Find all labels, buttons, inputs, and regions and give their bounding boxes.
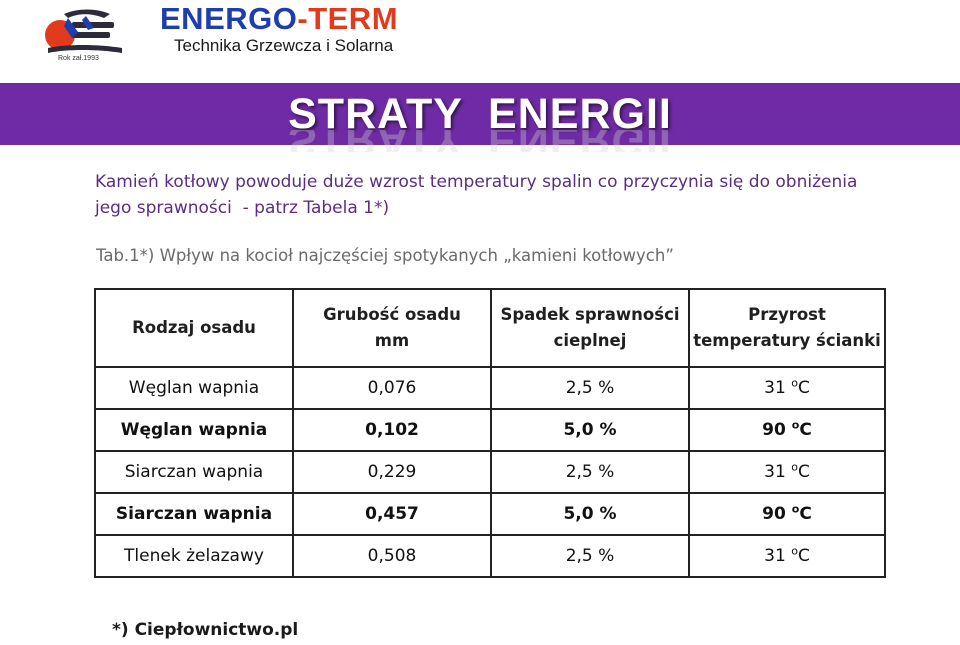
header-deposit-type-text: Rodzaj osadu	[132, 318, 256, 337]
table-row: Siarczan wapnia 0,229 2,5 % 31 oC	[94, 450, 886, 494]
temp-value: 31	[764, 378, 786, 398]
degree-sup: o	[791, 502, 800, 516]
degree-sup: o	[791, 460, 798, 474]
temp-value: 31	[764, 462, 786, 482]
degree-sup: o	[791, 418, 800, 432]
page-title-reflection: STRATY ENERGII	[0, 130, 960, 152]
cell-thickness: 0,229	[292, 450, 492, 494]
temp-unit: C	[797, 378, 810, 398]
cell-efficiency-drop: 2,5 %	[490, 450, 690, 494]
cell-deposit-type: Węglan wapnia	[94, 366, 294, 410]
scale-losses-table: Rodzaj osadu Grubość osadu mm Spadek spra…	[94, 288, 886, 578]
cell-temp-rise: 31 oC	[688, 450, 886, 494]
table-caption: Tab.1*) Wpływ na kocioł najczęściej spot…	[96, 246, 674, 265]
header-thickness-line1: Grubość osadu	[323, 305, 461, 324]
cell-thickness: 0,102	[292, 408, 492, 452]
brand-name-part2: TERM	[308, 1, 399, 36]
table-row: Węglan wapnia 0,102 5,0 % 90 oC	[94, 408, 886, 452]
footnote-source: *) Ciepłownictwo.pl	[112, 620, 299, 640]
table-row: Siarczan wapnia 0,457 5,0 % 90 oC	[94, 492, 886, 536]
temp-value: 90	[762, 504, 786, 524]
cell-temp-rise: 90 oC	[688, 492, 886, 536]
cell-deposit-type: Węglan wapnia	[94, 408, 294, 452]
table-row: Węglan wapnia 0,076 2,5 % 31 oC	[94, 366, 886, 410]
temp-unit: C	[799, 504, 812, 524]
temp-unit: C	[797, 462, 810, 482]
intro-line-1: Kamień kotłowy powoduje duże wzrost temp…	[95, 172, 858, 192]
cell-efficiency-drop: 5,0 %	[490, 408, 690, 452]
brand-tagline: Technika Grzewcza i Solarna	[174, 36, 394, 55]
header-deposit-type: Rodzaj osadu	[94, 288, 294, 368]
cell-thickness: 0,076	[292, 366, 492, 410]
cell-thickness: 0,508	[292, 534, 492, 578]
cell-deposit-type: Siarczan wapnia	[94, 450, 294, 494]
title-banner	[0, 83, 960, 145]
cell-efficiency-drop: 5,0 %	[490, 492, 690, 536]
intro-line-2: jego sprawności - patrz Tabela 1*)	[95, 198, 390, 218]
cell-deposit-type: Siarczan wapnia	[94, 492, 294, 536]
brand-name-part1: ENERGO	[160, 1, 298, 36]
degree-sup: o	[791, 376, 798, 390]
header-wall-temp-rise: Przyrost temperatury ścianki	[688, 288, 886, 368]
page-title: STRATY ENERGII	[288, 90, 672, 138]
header-efficiency-drop-line1: Spadek sprawności	[500, 305, 680, 324]
brand-name: ENERGO-TERM	[160, 2, 398, 36]
cell-deposit-type: Tlenek żelazawy	[94, 534, 294, 578]
logo-year-text: Rok zał.1993	[58, 55, 99, 62]
temp-unit: C	[799, 420, 812, 440]
header-wall-temp-rise-line2: temperatury ścianki	[693, 331, 881, 350]
cell-thickness: 0,457	[292, 492, 492, 536]
temp-value: 90	[762, 420, 786, 440]
temp-unit: C	[797, 546, 810, 566]
header-wall-temp-rise-line1: Przyrost	[748, 305, 826, 324]
cell-temp-rise: 90 oC	[688, 408, 886, 452]
cell-temp-rise: 31 oC	[688, 366, 886, 410]
brand-block: ENERGO-TERM Technika Grzewcza i Solarna	[160, 2, 398, 56]
intro-paragraph: Kamień kotłowy powoduje duże wzrost temp…	[95, 169, 915, 221]
table-header-row: Rodzaj osadu Grubość osadu mm Spadek spra…	[94, 288, 886, 368]
header-thickness-line2: mm	[374, 331, 410, 350]
table-row: Tlenek żelazawy 0,508 2,5 % 31 oC	[94, 534, 886, 578]
header-thickness: Grubość osadu mm	[292, 288, 492, 368]
header-efficiency-drop-line2: cieplnej	[553, 331, 627, 350]
brand-name-dash: -	[297, 1, 309, 36]
cell-efficiency-drop: 2,5 %	[490, 534, 690, 578]
temp-value: 31	[764, 546, 786, 566]
energo-term-logo-icon	[45, 9, 122, 53]
cell-temp-rise: 31 oC	[688, 534, 886, 578]
header-efficiency-drop: Spadek sprawności cieplnej	[490, 288, 690, 368]
degree-sup: o	[791, 544, 798, 558]
cell-efficiency-drop: 2,5 %	[490, 366, 690, 410]
